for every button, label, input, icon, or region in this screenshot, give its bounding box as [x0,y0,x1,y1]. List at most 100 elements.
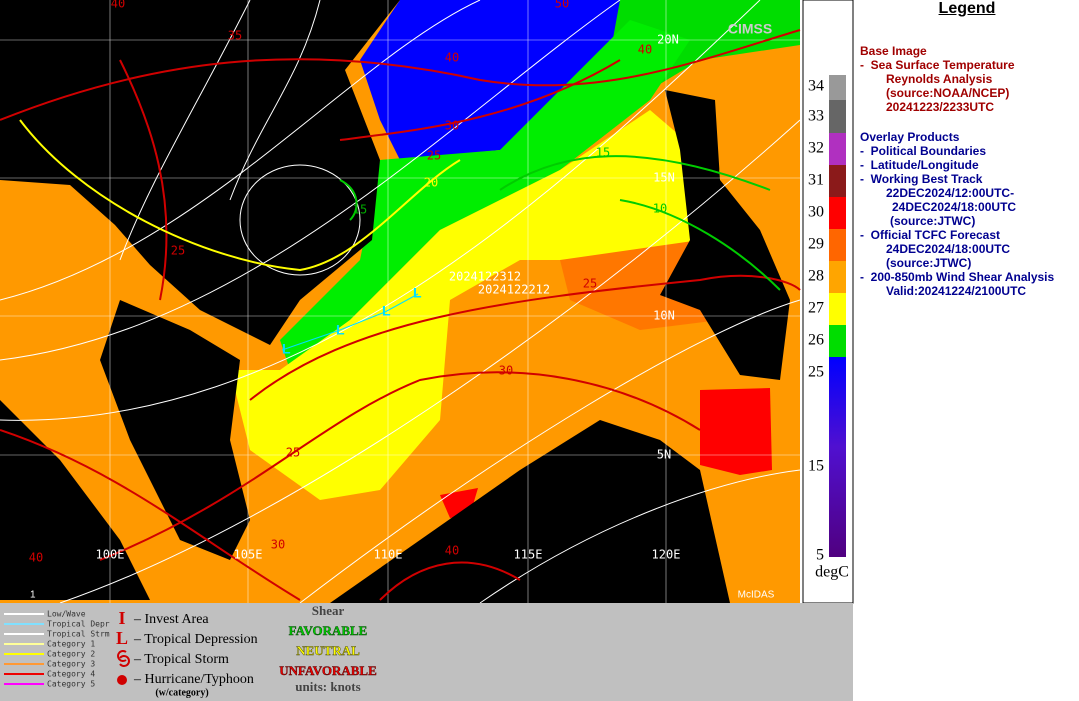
sst-field [0,0,800,603]
grid-label: 120E [652,548,681,562]
colorbar-label: 28 [808,268,824,285]
colorbar-label: 29 [808,236,824,253]
contour-label: 25 [427,149,441,163]
legend-title: Legend [938,0,996,17]
legend-heading: Overlay Products [860,130,960,144]
legend-line: - Political Boundaries [860,144,987,158]
graticule [0,0,800,603]
legend-line: 20241223/2233UTC [886,100,995,114]
colorbar-label: 33 [808,108,824,125]
legend-line: - 200-850mb Wind Shear Analysis [860,270,1055,284]
contour-label: 10 [653,202,667,216]
shear-level: NEUTRAL [296,643,360,658]
colorbar: 34 33 32 31 30 29 28 27 26 25 15 5 degC [802,0,854,604]
legend-line: - Working Best Track [860,172,983,186]
colorbar-label: 5 [816,547,824,564]
legend-line: - Official TCFC Forecast [860,228,1001,242]
colorbar-label: 25 [808,364,824,381]
contour-label: 15 [596,146,610,160]
contour-label: 25 [171,244,185,258]
legend-line: Reynolds Analysis [886,72,993,86]
colorbar-label: 26 [808,332,824,349]
key-text: – Hurricane/Typhoon [133,672,254,687]
grid-label: 10N [653,309,675,323]
shear-title: Shear [312,603,345,618]
key-label: Tropical Depr [47,620,110,629]
key-label: Category 4 [47,670,95,679]
contour-label: 30 [499,364,513,378]
svg-text:L: L [413,285,422,301]
grid-label: 20N [657,33,679,47]
key-note: (w/category) [155,687,208,698]
contour-label: 25 [583,277,597,291]
key-label: Category 5 [47,680,95,689]
key-label: Tropical Strm [47,630,110,639]
contour-label: 40 [445,51,459,65]
grid-label: 110E [374,548,403,562]
track-label: 2024122212 [478,283,550,297]
track: L L L L 2024122312 2024122212 [281,270,550,357]
legend-line: (source:NOAA/NCEP) [886,86,1010,100]
contour-label: 40 [111,0,125,11]
contour-label: 15 [353,203,367,217]
logo: CIMSS [728,21,772,37]
key-icon: I [118,608,125,628]
key-label: Category 3 [47,660,95,669]
contour-label: 30 [271,538,285,552]
legend-line: 24DEC2024/18:00UTC [886,242,1011,256]
key-text: – Invest Area [133,612,209,627]
map-panel: 40 50 35 40 40 30 25 20 15 15 10 25 25 3… [0,0,854,701]
shear-contours [0,29,801,601]
legend-line: (source:JTWC) [886,256,972,270]
frame-number: 1 [30,590,36,601]
colorbar-unit: degC [815,564,849,581]
colorbar-label: 32 [808,140,824,157]
key-icon: L [116,628,128,648]
svg-text:L: L [282,341,291,357]
key-label: Category 1 [47,640,95,649]
legend-line: 24DEC2024/18:00UTC [892,200,1017,214]
colorbar-label: 34 [808,78,824,95]
key-label: Category 2 [47,650,95,659]
grid-label: 105E [234,548,263,562]
contour-label: 25 [286,446,300,460]
contour-label: 30 [445,119,459,133]
colorbar-label: 31 [808,172,824,189]
svg-text:L: L [382,303,391,319]
shear-units: units: knots [295,679,360,694]
grid-label: 115E [514,548,543,562]
legend-panel: Legend Base Image - Sea Surface Temperat… [855,0,1079,600]
shear-level: UNFAVORABLE [279,663,377,678]
legend-line: - Latitude/Longitude [860,158,979,172]
key-text: – Tropical Depression [133,632,258,647]
contour-label: 40 [638,43,652,57]
colorbar-label: 27 [808,300,824,317]
contour-label: 40 [445,544,459,558]
streamlines [0,0,801,604]
legend-line: Valid:20241224/2100UTC [886,284,1027,298]
legend-line: 22DEC2024/12:00UTC- [886,186,1015,200]
svg-text:L: L [336,322,345,338]
colorbar-label: 15 [808,458,824,475]
contour-label: 40 [29,551,43,565]
key-label: Low/Wave [47,610,86,619]
key-text: – Tropical Storm [133,652,229,667]
contour-label: 50 [555,0,569,11]
grid-label: 15N [653,171,675,185]
legend-heading: Base Image [860,44,927,58]
legend-line: - Sea Surface Temperature [860,58,1015,72]
legend-line: (source:JTWC) [890,214,976,228]
track-label: 2024122312 [449,270,521,284]
grid-labels: 20N 15N 10N 5N 100E 105E 110E 115E 120E [96,33,681,562]
grid-label: 100E [96,548,125,562]
shear-level: FAVORABLE [289,623,368,638]
colorbar-label: 30 [808,204,824,221]
contour-label: 35 [228,29,242,43]
credit: McIDAS [738,590,775,601]
contour-labels: 40 50 35 40 40 30 25 20 15 15 10 25 25 3… [29,0,667,565]
grid-label: 5N [657,448,671,462]
contour-label: 20 [424,176,438,190]
